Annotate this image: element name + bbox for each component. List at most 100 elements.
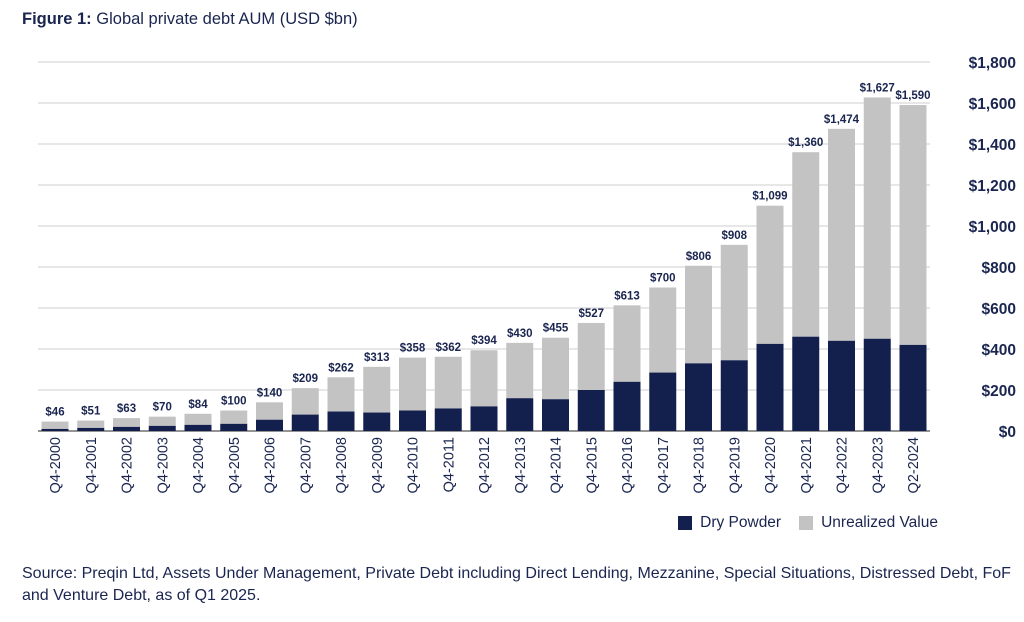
bar-dry-powder — [77, 427, 105, 431]
bar-unrealized-value — [113, 418, 140, 427]
bar-unrealized-value — [327, 377, 355, 412]
x-tick-label: Q2-2024 — [906, 437, 922, 493]
bar-unrealized-value — [685, 265, 712, 364]
x-tick-label: Q4-2007 — [298, 437, 314, 493]
bar-dry-powder — [291, 414, 319, 431]
total-data-label: $46 — [45, 407, 64, 419]
bar-dry-powder — [113, 426, 140, 431]
bar-dry-powder — [256, 419, 283, 431]
x-tick-label: Q4-2017 — [656, 437, 672, 493]
bar-dry-powder — [363, 412, 391, 431]
bar-dry-powder — [327, 411, 355, 431]
total-data-label: $700 — [650, 273, 676, 285]
total-data-label: $455 — [543, 323, 569, 335]
bar-unrealized-value — [649, 287, 677, 373]
bar-unrealized-value — [434, 356, 462, 409]
bar-dry-powder — [792, 336, 820, 431]
x-tick-label: Q4-2002 — [120, 437, 136, 493]
x-tick-label: Q4-2012 — [477, 437, 493, 493]
x-tick-label: Q4-2013 — [513, 437, 529, 493]
total-data-label: $527 — [578, 308, 604, 320]
y-tick-label: $800 — [982, 260, 1016, 277]
x-tick-label: Q4-2000 — [48, 437, 64, 493]
total-data-label: $362 — [435, 342, 461, 354]
bar-dry-powder — [506, 398, 534, 431]
x-tick-label: Q4-2001 — [84, 437, 100, 493]
y-tick-label: $400 — [982, 342, 1016, 359]
x-tick-label: Q4-2008 — [334, 437, 350, 493]
bar-unrealized-value — [291, 388, 319, 415]
bar-unrealized-value — [363, 366, 391, 413]
bar-unrealized-value — [792, 152, 820, 337]
bar-unrealized-value — [899, 105, 927, 345]
total-data-label: $63 — [117, 403, 136, 415]
bar-dry-powder — [863, 338, 891, 431]
bar-dry-powder — [720, 360, 748, 431]
source-note: Source: Preqin Ltd, Assets Under Managem… — [22, 565, 1011, 604]
bar-dry-powder — [148, 425, 176, 431]
total-data-label: $1,627 — [860, 82, 895, 94]
x-tick-label: Q4-2003 — [155, 437, 171, 493]
y-tick-label: $600 — [982, 301, 1016, 318]
bar-unrealized-value — [470, 350, 498, 407]
bar-dry-powder — [756, 343, 784, 431]
legend-item-unrealized-value: Unrealized Value — [799, 514, 938, 532]
bar-unrealized-value — [613, 305, 641, 382]
bar-dry-powder — [220, 423, 248, 431]
total-data-label: $70 — [153, 402, 172, 414]
bar-unrealized-value — [542, 337, 569, 400]
x-tick-label: Q4-2006 — [263, 437, 279, 493]
bar-dry-powder — [184, 424, 212, 431]
x-tick-label: Q4-2010 — [406, 437, 422, 493]
total-data-label: $908 — [721, 230, 747, 242]
x-tick-label: Q4-2004 — [191, 437, 207, 493]
bar-unrealized-value — [828, 128, 855, 341]
total-data-label: $1,099 — [752, 191, 787, 203]
legend-label-unrealized-value: Unrealized Value — [821, 514, 938, 531]
y-tick-label: $1,600 — [969, 96, 1016, 113]
total-data-label: $394 — [471, 335, 497, 347]
total-data-label: $1,360 — [788, 137, 823, 149]
bar-unrealized-value — [399, 357, 426, 411]
x-tick-label: Q4-2018 — [692, 437, 708, 493]
bar-unrealized-value — [41, 421, 69, 429]
x-tick-label: Q4-2020 — [763, 437, 779, 493]
total-data-label: $140 — [257, 387, 283, 399]
bar-dry-powder — [434, 408, 462, 431]
total-data-label: $84 — [188, 399, 208, 411]
total-data-label: $613 — [614, 290, 640, 302]
total-data-label: $1,590 — [895, 90, 930, 102]
x-tick-label: Q4-2019 — [727, 437, 743, 493]
legend-label-dry-powder: Dry Powder — [700, 514, 782, 531]
total-data-label: $806 — [686, 251, 712, 263]
legend: Dry Powder Unrealized Value — [678, 514, 938, 532]
y-tick-label: $1,400 — [969, 137, 1016, 154]
x-tick-label: Q4-2023 — [870, 437, 886, 493]
bar-dry-powder — [649, 372, 677, 431]
total-data-label: $313 — [364, 352, 390, 364]
x-tick-label: Q4-2014 — [549, 437, 565, 493]
bar-dry-powder — [470, 406, 498, 431]
y-tick-label: $1,200 — [969, 178, 1016, 195]
bar-dry-powder — [542, 399, 569, 431]
total-data-label: $100 — [221, 396, 247, 408]
x-tick-label: Q4-2021 — [799, 437, 815, 493]
total-data-label: $262 — [328, 362, 354, 374]
legend-item-dry-powder: Dry Powder — [678, 514, 781, 532]
bar-dry-powder — [41, 428, 69, 431]
bar-unrealized-value — [577, 322, 605, 390]
x-tick-label: Q4-2015 — [584, 437, 600, 493]
bar-unrealized-value — [77, 420, 105, 428]
chart-title: Figure 1: Global private debt AUM (USD $… — [22, 10, 358, 29]
total-data-label: $209 — [292, 373, 318, 385]
title-text: Global private debt AUM (USD $bn) — [96, 10, 358, 28]
bar-unrealized-value — [720, 244, 748, 361]
y-tick-label: $0 — [999, 424, 1016, 441]
x-tick-label: Q4-2016 — [620, 437, 636, 493]
y-tick-label: $1,800 — [969, 55, 1016, 72]
y-tick-label: $1,000 — [969, 219, 1016, 236]
total-data-label: $430 — [507, 328, 533, 340]
bar-unrealized-value — [863, 97, 891, 339]
figure-label: Figure 1: — [22, 10, 92, 28]
chart-area: $0 $200 $400 $600 $800 $1,000 $1,200 $1,400 $1,6… — [38, 55, 1016, 493]
